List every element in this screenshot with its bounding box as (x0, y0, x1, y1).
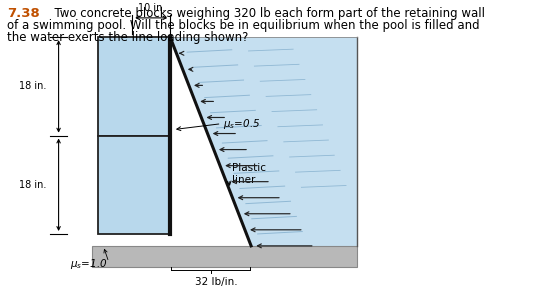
Text: liner: liner (232, 175, 255, 185)
Text: Plastic: Plastic (232, 163, 266, 173)
Text: 7.38: 7.38 (7, 7, 40, 21)
Bar (98, 37, 170, 136)
Text: $\mu_s$=0.5: $\mu_s$=0.5 (223, 117, 261, 131)
Text: of a swimming pool. Will the blocks be in equilibrium when the pool is filled an: of a swimming pool. Will the blocks be i… (7, 19, 479, 32)
Bar (92, 246, 357, 267)
Text: $\mu_s$=1.0: $\mu_s$=1.0 (70, 257, 107, 271)
Text: the water exerts the line loading shown?: the water exerts the line loading shown? (7, 31, 248, 44)
Text: 10 in.: 10 in. (137, 3, 165, 13)
Text: Two concrete blocks weighing 320 lb each form part of the retaining wall: Two concrete blocks weighing 320 lb each… (47, 7, 485, 21)
Text: 32 lb/in.: 32 lb/in. (195, 277, 238, 287)
Text: 18 in.: 18 in. (19, 180, 46, 190)
Polygon shape (170, 37, 357, 246)
Text: 18 in.: 18 in. (19, 81, 46, 91)
Bar (98, 136, 170, 234)
